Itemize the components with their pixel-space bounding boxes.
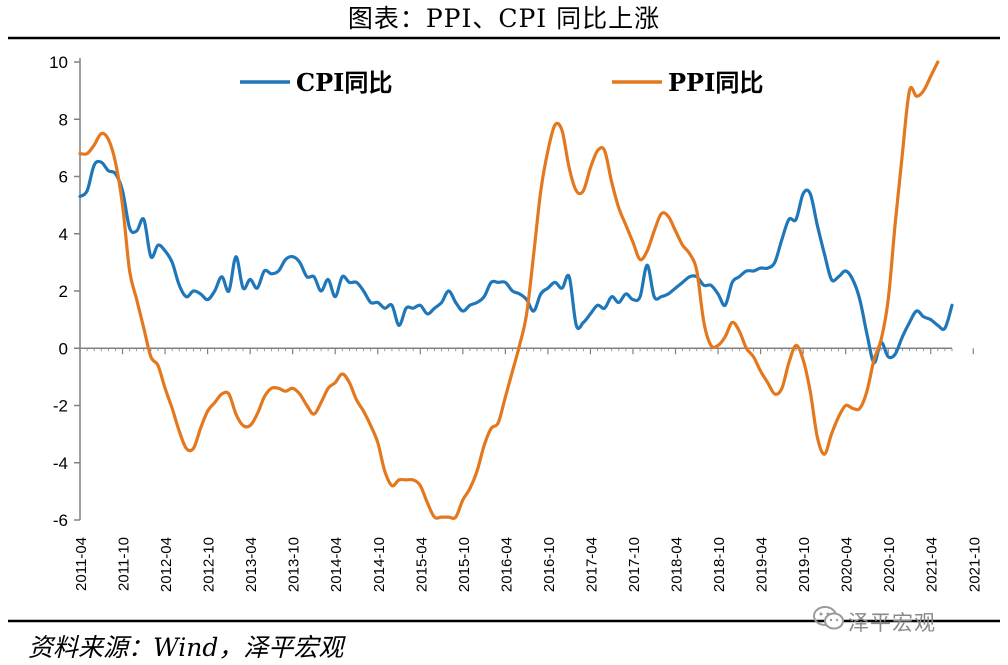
y-tick-label: 8 xyxy=(59,110,68,129)
x-tick-label: 2014-10 xyxy=(371,537,388,592)
x-tick-label: 2016-04 xyxy=(498,537,515,592)
x-tick-label: 2019-04 xyxy=(754,537,771,592)
wechat-icon xyxy=(813,606,844,630)
x-tick-label: 2018-04 xyxy=(669,537,686,592)
x-tick-label: 2015-10 xyxy=(456,537,473,592)
y-tick-label: 2 xyxy=(59,282,68,301)
x-tick-label: 2018-10 xyxy=(711,537,728,592)
y-tick-label: -2 xyxy=(53,397,68,416)
y-tick-label: -4 xyxy=(53,454,68,473)
x-tick-label: 2020-04 xyxy=(839,537,856,592)
x-tick-label: 2016-10 xyxy=(541,537,558,592)
y-tick-label: 4 xyxy=(59,225,68,244)
x-tick-label: 2020-10 xyxy=(881,537,898,592)
y-tick-label: 10 xyxy=(49,53,68,72)
source-note: 资料来源：Wind，泽平宏观 xyxy=(28,633,344,662)
series-lines xyxy=(78,60,954,520)
x-tick-label: 2019-10 xyxy=(796,537,813,592)
chart-title: 图表：PPI、CPI 同比上涨 xyxy=(347,4,661,33)
y-tick-label: 0 xyxy=(59,339,68,358)
axes xyxy=(79,58,952,520)
x-tick-label: 2011-04 xyxy=(73,537,90,591)
x-axis-ticks: 2011-04 2011-10 2012-04 2012-10 2013-04 2013-… xyxy=(73,348,983,592)
y-axis-ticks: -6 -4 -2 0 2 4 6 8 10 xyxy=(49,53,80,530)
x-tick-label: 2013-10 xyxy=(286,537,303,592)
legend-label-cpi: CPI同比 xyxy=(296,68,392,97)
series-line-ppi xyxy=(78,60,940,520)
x-tick-label: 2021-10 xyxy=(966,537,983,592)
x-tick-label: 2013-04 xyxy=(243,537,260,592)
x-tick-label: 2015-04 xyxy=(413,537,430,592)
x-tick-label: 2021-04 xyxy=(924,537,941,592)
y-tick-label: 6 xyxy=(59,168,68,187)
watermark: 泽平宏观 xyxy=(848,611,936,635)
legend: CPI同比 PPI同比 xyxy=(240,68,763,97)
legend-label-ppi: PPI同比 xyxy=(668,68,763,97)
x-tick-label: 2012-10 xyxy=(201,537,218,592)
x-tick-label: 2012-04 xyxy=(158,537,175,592)
x-tick-label: 2014-04 xyxy=(328,537,345,592)
x-tick-label: 2017-10 xyxy=(626,537,643,592)
x-tick-label: 2011-10 xyxy=(116,537,133,591)
y-tick-label: -6 xyxy=(53,511,68,530)
series-line-cpi xyxy=(78,159,954,365)
x-tick-label: 2017-04 xyxy=(583,537,600,592)
